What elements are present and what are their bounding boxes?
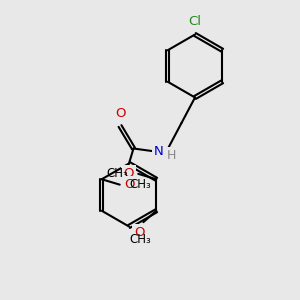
Text: O: O — [124, 178, 135, 191]
Text: H: H — [167, 149, 176, 163]
Text: O: O — [115, 107, 125, 120]
Text: O: O — [134, 226, 145, 239]
Text: N: N — [154, 145, 164, 158]
Text: O: O — [123, 167, 134, 180]
Text: Cl: Cl — [188, 15, 202, 28]
Text: CH₃: CH₃ — [130, 178, 152, 191]
Text: CH₃: CH₃ — [129, 233, 151, 246]
Text: CH₃: CH₃ — [106, 167, 128, 180]
